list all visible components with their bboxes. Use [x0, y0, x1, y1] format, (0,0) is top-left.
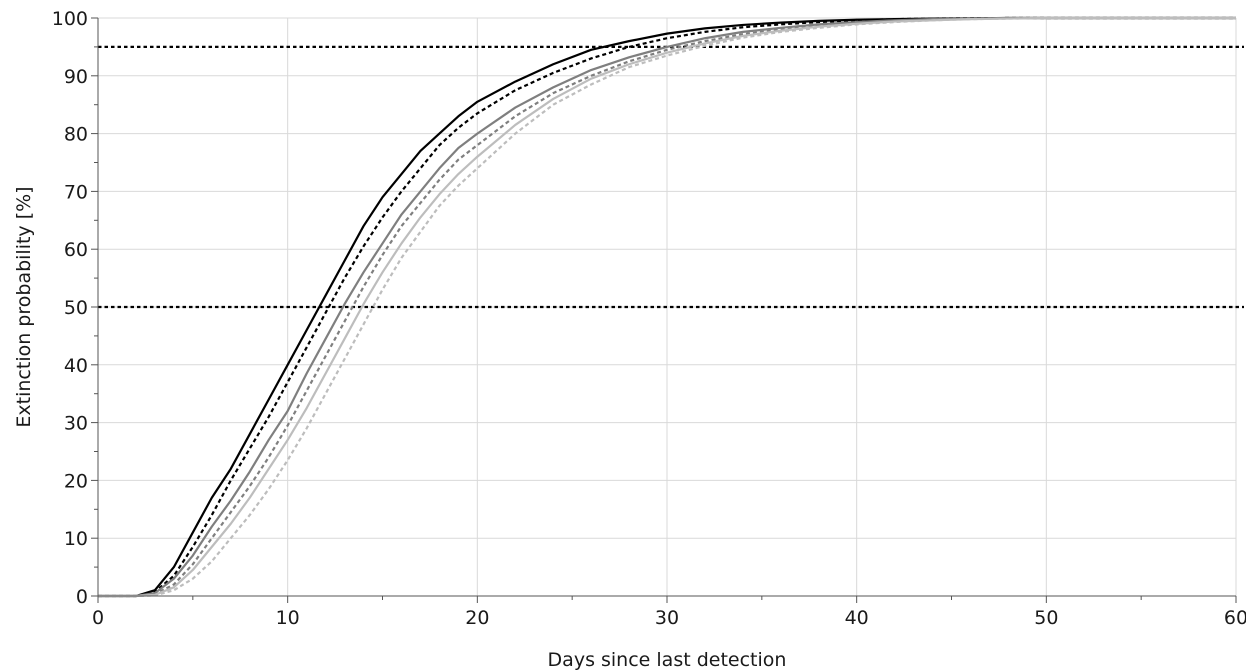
- tick-labels: 0 10 20 30 40 50 60 0 10 20 30 40 50 60 70 80 90 100: [52, 8, 1246, 629]
- series-line-2: [98, 16, 1236, 598]
- y-tick-label: 90: [64, 66, 88, 88]
- x-axis-title: Days since last detection: [548, 649, 787, 671]
- y-tick-label: 10: [64, 528, 88, 550]
- x-tick-label: 40: [845, 607, 869, 629]
- x-tick-label: 50: [1034, 607, 1058, 629]
- y-tick-label: 60: [64, 239, 88, 261]
- y-axis-title: Extinction probability [%]: [13, 186, 35, 427]
- y-tick-label: 50: [64, 297, 88, 319]
- axes: [91, 17, 1237, 603]
- x-tick-label: 60: [1224, 607, 1246, 629]
- y-tick-label: 20: [64, 470, 88, 492]
- y-tick-label: 80: [64, 124, 88, 146]
- x-tick-label: 10: [276, 607, 300, 629]
- series-line-5: [98, 16, 1236, 598]
- x-tick-label: 30: [655, 607, 679, 629]
- reference-lines: [98, 45, 1244, 309]
- y-tick-label: 70: [64, 181, 88, 203]
- x-tick-label: 20: [465, 607, 489, 629]
- y-tick-label: 40: [64, 355, 88, 377]
- x-tick-label: 0: [92, 607, 104, 629]
- series-line-6: [98, 16, 1236, 598]
- y-tick-label: 0: [76, 586, 88, 608]
- series-lines: [98, 16, 1236, 598]
- y-tick-label: 100: [52, 8, 88, 30]
- y-tick-label: 30: [64, 413, 88, 435]
